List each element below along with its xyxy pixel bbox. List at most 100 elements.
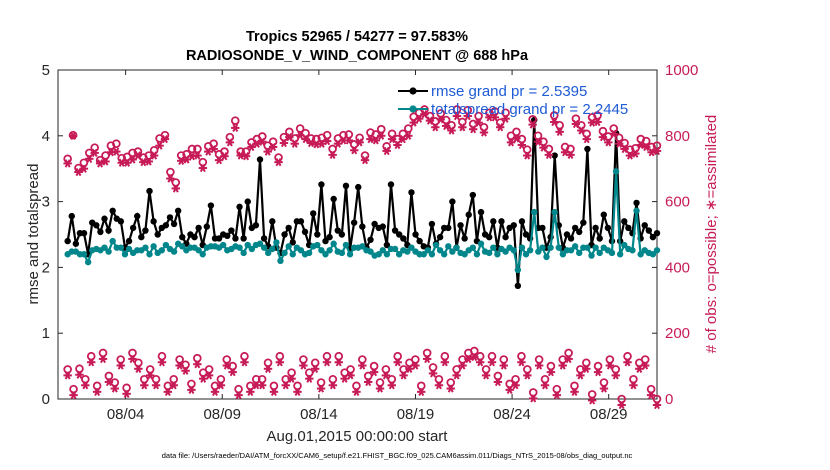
rmse-point — [269, 218, 276, 225]
obs-star-stroke — [637, 140, 644, 150]
obs-possible-point — [523, 365, 532, 374]
obs-star-stroke — [241, 358, 248, 367]
totalspread-point — [567, 247, 575, 254]
obs-assimilated-point — [305, 374, 314, 383]
obs-star-stroke — [156, 141, 163, 150]
rmse-point — [457, 222, 464, 229]
obs-assimilated-point — [295, 131, 305, 140]
obs-star-stroke — [524, 371, 531, 380]
obs-possible-point — [204, 365, 214, 374]
obs-possible-point — [230, 116, 240, 125]
rmse-point — [314, 231, 321, 238]
totalspread-point — [637, 251, 644, 258]
obs-assimilated-point — [593, 367, 603, 377]
obs-assimilated-point — [425, 116, 435, 125]
obs-assimilated-point — [428, 369, 438, 378]
obs-star-stroke — [610, 129, 617, 138]
obs-star-stroke — [477, 358, 484, 367]
rmse-point — [567, 235, 575, 242]
rmse-point — [334, 227, 341, 234]
totalspread-point — [101, 244, 108, 251]
obs-possible-point — [549, 111, 559, 120]
obs-assimilated-point — [299, 361, 308, 370]
totalspread-point — [314, 241, 321, 249]
totalspread-point — [269, 245, 276, 253]
obs-star-stroke — [459, 123, 466, 132]
obs-assimilated-point — [240, 358, 249, 367]
legend-rmse-marker — [409, 87, 417, 95]
totalspread-point — [346, 251, 354, 258]
obs-assimilated-point — [231, 123, 240, 133]
totalspread-point — [277, 257, 284, 265]
rmse-point — [203, 223, 211, 230]
obs-possible-point — [487, 351, 497, 361]
obs-star-stroke — [123, 389, 130, 398]
obs-assimilated-point — [566, 150, 575, 160]
obs-star-stroke — [118, 158, 125, 167]
totalspread-point — [342, 241, 350, 249]
obs-possible-point — [605, 355, 615, 364]
obs-possible-point — [275, 351, 285, 361]
totalspread-point — [445, 243, 452, 250]
obs-assimilated-point — [63, 371, 72, 380]
rmse-point — [342, 182, 350, 190]
obs-possible-point — [98, 348, 108, 358]
obs-assimilated-point — [377, 131, 386, 140]
obs-star-stroke — [259, 381, 266, 390]
obs-star-stroke — [365, 377, 372, 387]
obs-possible-point — [440, 351, 450, 361]
totalspread-point — [436, 247, 444, 254]
totalspread-point — [420, 251, 427, 258]
obs-assimilated-point — [169, 381, 178, 390]
obs-assimilated-point — [340, 374, 349, 383]
obs-assimilated-point — [452, 371, 461, 380]
obs-assimilated-point — [552, 390, 562, 400]
obs-assimilated-point — [604, 138, 613, 147]
obs-possible-point — [614, 133, 624, 143]
obs-assimilated-point — [555, 127, 564, 136]
obs-star-stroke — [418, 387, 425, 396]
totalspread-point — [84, 258, 92, 266]
totalspread-point — [289, 251, 296, 258]
x-axis: 08/04 08/09 08/14 08/19 08/24 08/29 — [107, 70, 627, 423]
obs-assimilated-point — [210, 387, 220, 396]
obs-assimilated-point — [228, 367, 237, 377]
totalspread-point — [125, 245, 133, 253]
obs-star-stroke — [441, 358, 448, 367]
totalspread-point — [522, 251, 530, 258]
obs-possible-point — [474, 111, 483, 121]
rmse-point — [395, 231, 403, 238]
obs-star-stroke — [243, 152, 250, 161]
obs-possible-point — [381, 365, 391, 374]
obs-star-stroke — [359, 361, 366, 370]
obs-assimilated-point — [134, 364, 143, 373]
obs-assimilated-point — [193, 151, 202, 160]
totalspread-point — [195, 247, 202, 254]
rmse-point — [387, 181, 395, 188]
obs-star-stroke — [502, 114, 509, 123]
obs-assimilated-point — [275, 358, 285, 367]
obs-star-stroke — [491, 113, 498, 122]
obs-assimilated-point — [571, 119, 581, 129]
obs-star-stroke — [151, 151, 158, 160]
rmse-point — [551, 152, 558, 159]
obs-star-stroke — [547, 367, 554, 377]
rmse-point — [256, 156, 264, 163]
obs-star-stroke — [105, 377, 112, 387]
rmse-point — [68, 212, 75, 220]
obs-star-stroke — [270, 387, 277, 396]
obs-star-stroke — [553, 390, 560, 400]
totalspread-point — [322, 251, 329, 258]
obs-star-stroke — [489, 358, 495, 367]
legend-spread-label: totalspread grand pr = 2.2445 — [431, 101, 628, 118]
obs-star-stroke — [362, 156, 369, 165]
obs-star-stroke — [654, 400, 660, 410]
obs-possible-point — [598, 126, 608, 136]
obs-assimilated-point — [92, 387, 102, 396]
obs-possible-point — [157, 351, 167, 361]
obs-star-stroke — [583, 134, 590, 144]
rmse-point — [383, 241, 391, 249]
obs-assimilated-point — [246, 387, 255, 396]
obs-assimilated-point — [512, 134, 521, 143]
obs-star-stroke — [111, 384, 118, 393]
